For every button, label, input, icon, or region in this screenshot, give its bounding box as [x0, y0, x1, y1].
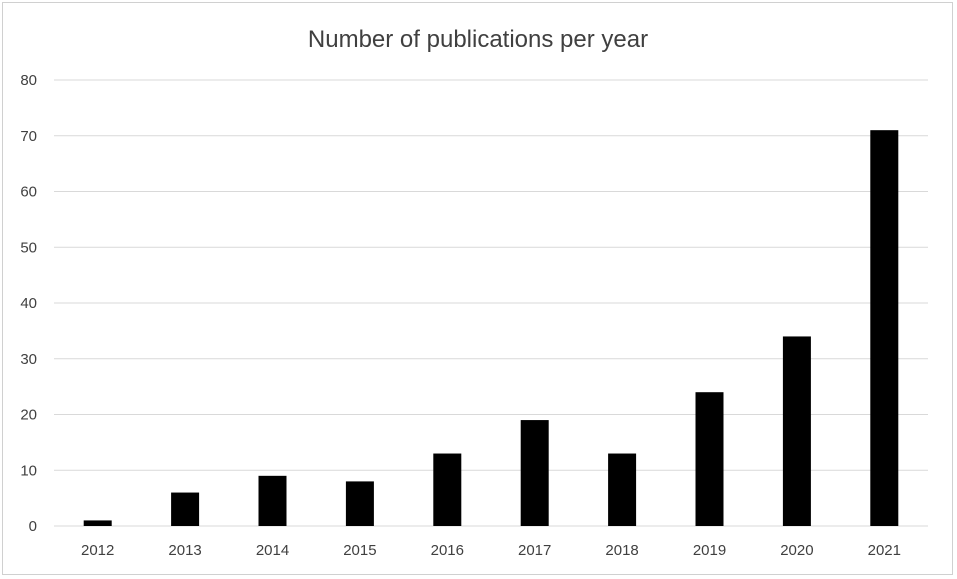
- y-tick-label: 20: [20, 407, 37, 424]
- bar-2021: [870, 130, 899, 527]
- y-tick-label: 0: [29, 518, 37, 535]
- bar-2014: [258, 475, 287, 526]
- bars: [83, 130, 899, 527]
- y-tick-label: 60: [20, 184, 37, 201]
- chart-title: Number of publications per year: [308, 26, 648, 53]
- x-tick-label: 2016: [431, 542, 464, 559]
- y-tick-label: 30: [20, 351, 37, 368]
- x-tick-label: 2013: [168, 542, 201, 559]
- bar-2013: [171, 492, 200, 526]
- y-axis-tick-labels: 0 10 20 30 40 50 60 70 80: [20, 72, 37, 535]
- x-axis-tick-labels: 2012 2013 2014 2015 2016 2017 2018 2019 2020 2021: [81, 542, 901, 559]
- bar-2017: [520, 420, 549, 526]
- y-tick-label: 40: [20, 295, 37, 312]
- x-tick-label: 2012: [81, 542, 114, 559]
- x-tick-label: 2020: [780, 542, 813, 559]
- bar-2020: [782, 336, 811, 526]
- gridlines: [54, 79, 928, 527]
- bar-2012: [83, 520, 112, 526]
- x-tick-label: 2015: [343, 542, 376, 559]
- bar-2016: [433, 453, 462, 526]
- x-tick-label: 2017: [518, 542, 551, 559]
- y-tick-label: 80: [20, 72, 37, 89]
- y-tick-label: 70: [20, 128, 37, 145]
- x-tick-label: 2014: [256, 542, 289, 559]
- x-tick-label: 2021: [868, 542, 901, 559]
- bar-2018: [608, 453, 637, 526]
- bar-2019: [695, 392, 724, 526]
- x-tick-label: 2019: [693, 542, 726, 559]
- x-tick-label: 2018: [605, 542, 638, 559]
- y-tick-label: 50: [20, 239, 37, 256]
- y-tick-label: 10: [20, 462, 37, 479]
- bar-2015: [345, 481, 374, 526]
